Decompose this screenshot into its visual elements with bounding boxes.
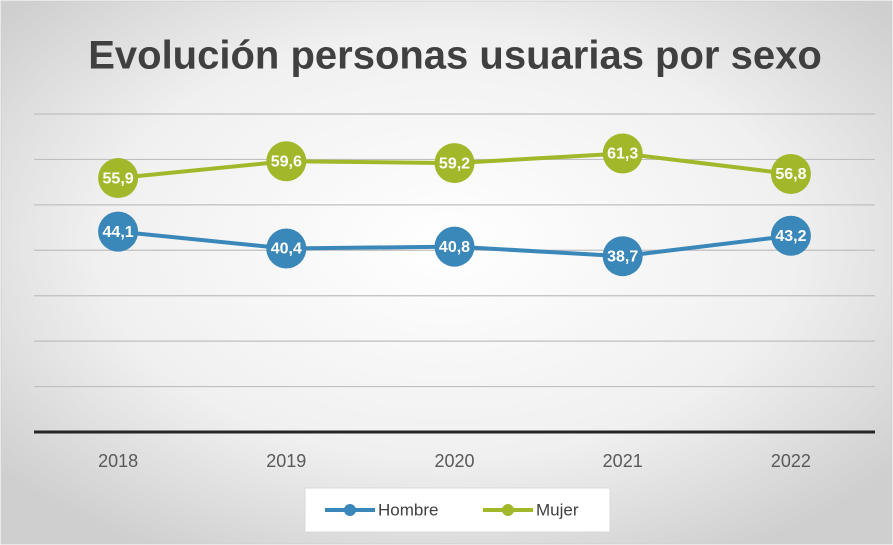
x-tick-label: 2021 bbox=[603, 451, 643, 471]
legend-label: Mujer bbox=[536, 500, 579, 519]
legend-label: Hombre bbox=[378, 500, 438, 519]
marker bbox=[602, 133, 643, 174]
marker bbox=[434, 143, 475, 184]
legend-marker bbox=[502, 504, 514, 516]
x-tick-label: 2019 bbox=[266, 451, 306, 471]
data-label: 59,6 bbox=[271, 153, 302, 170]
x-tick-label: 2018 bbox=[98, 451, 138, 471]
data-label: 59,2 bbox=[439, 155, 470, 172]
marker bbox=[770, 215, 811, 256]
marker bbox=[770, 153, 811, 194]
chart-title: Evolución personas usuarias por sexo bbox=[88, 34, 822, 78]
x-tick-label: 2020 bbox=[434, 451, 474, 471]
data-label: 56,8 bbox=[775, 166, 806, 183]
marker bbox=[266, 141, 307, 182]
marker bbox=[98, 158, 139, 199]
data-label: 40,4 bbox=[271, 241, 302, 258]
marker bbox=[602, 236, 643, 277]
data-label: 40,8 bbox=[439, 239, 470, 256]
data-label: 55,9 bbox=[103, 170, 134, 187]
data-label: 43,2 bbox=[775, 228, 806, 245]
marker bbox=[434, 226, 475, 267]
marker bbox=[98, 211, 139, 252]
legend-marker bbox=[344, 504, 356, 516]
data-label: 61,3 bbox=[607, 146, 638, 163]
data-label: 38,7 bbox=[607, 248, 638, 265]
x-tick-label: 2022 bbox=[771, 451, 811, 471]
marker bbox=[266, 228, 307, 269]
data-label: 44,1 bbox=[103, 224, 134, 241]
